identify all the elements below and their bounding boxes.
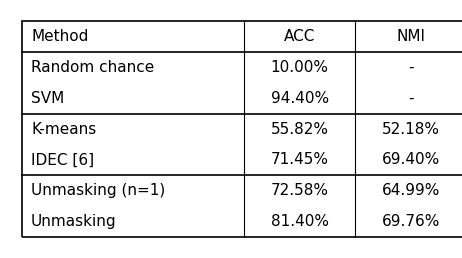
- Text: IDEC [6]: IDEC [6]: [31, 152, 94, 167]
- Text: Method: Method: [31, 29, 88, 44]
- Text: ACC: ACC: [284, 29, 316, 44]
- Text: 94.40%: 94.40%: [271, 91, 329, 106]
- Text: 52.18%: 52.18%: [382, 122, 440, 136]
- Text: Unmasking (n=1): Unmasking (n=1): [31, 183, 165, 198]
- Text: -: -: [408, 91, 413, 106]
- Text: 71.45%: 71.45%: [271, 152, 329, 167]
- Text: K-means: K-means: [31, 122, 97, 136]
- Bar: [22, 21, 462, 237]
- Text: 69.76%: 69.76%: [382, 214, 440, 229]
- Text: -: -: [408, 60, 413, 75]
- Text: 55.82%: 55.82%: [271, 122, 329, 136]
- Text: Random chance: Random chance: [31, 60, 154, 75]
- Text: 10.00%: 10.00%: [271, 60, 329, 75]
- Text: SVM: SVM: [31, 91, 64, 106]
- Text: Unmasking: Unmasking: [31, 214, 117, 229]
- Text: NMI: NMI: [396, 29, 426, 44]
- Text: 72.58%: 72.58%: [271, 183, 329, 198]
- Text: 64.99%: 64.99%: [382, 183, 440, 198]
- Text: 69.40%: 69.40%: [382, 152, 440, 167]
- Text: 81.40%: 81.40%: [271, 214, 329, 229]
